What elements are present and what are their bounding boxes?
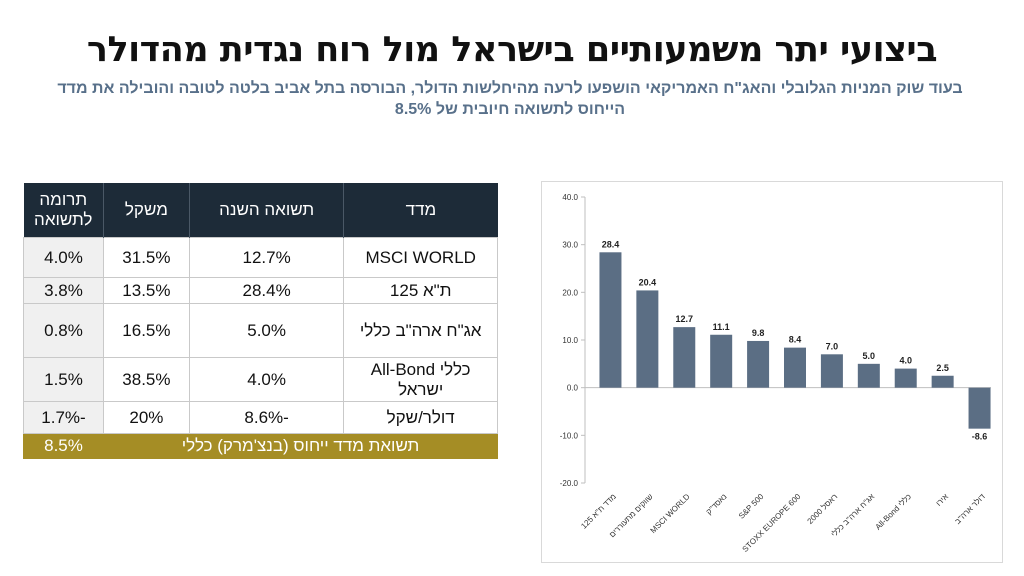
bar-value-label: 7.0 bbox=[826, 341, 839, 351]
cell-contribution: 3.8% bbox=[23, 277, 104, 304]
header-return: תשואה השנה bbox=[188, 183, 344, 238]
y-tick-label: 0.0 bbox=[567, 384, 579, 393]
benchmark-table: מדד תשואה השנה משקל תרומה לתשואה MSCI WO… bbox=[23, 183, 499, 459]
cell-weight: 31.5% bbox=[102, 237, 190, 278]
y-tick-label: -20.0 bbox=[560, 479, 579, 488]
cell-index: כללי All-Bond ישראל bbox=[343, 357, 498, 402]
table-row: ת"א 125 28.4% 13.5% 3.8% bbox=[23, 277, 498, 304]
table-row: כללי All-Bond ישראל 4.0% 38.5% 1.5% bbox=[23, 357, 498, 402]
header-index: מדד bbox=[343, 183, 498, 238]
cell-index: MSCI WORLD bbox=[343, 237, 498, 278]
y-tick-label: 20.0 bbox=[562, 288, 578, 297]
bar-value-label: 11.1 bbox=[713, 322, 730, 332]
y-tick-label: 30.0 bbox=[562, 241, 578, 250]
category-label: אירו bbox=[934, 492, 950, 508]
cell-return: 4.0% bbox=[188, 357, 345, 402]
header-contribution: תרומה לתשואה bbox=[23, 183, 104, 238]
cell-weight: 20% bbox=[102, 401, 190, 434]
bar-value-label: 28.4 bbox=[602, 239, 620, 249]
bar bbox=[820, 354, 843, 388]
bar bbox=[599, 252, 622, 388]
cell-weight: 16.5% bbox=[102, 303, 190, 358]
total-label: תשואת מדד ייחוס (בנצ'מרק) כללי bbox=[102, 433, 499, 459]
cell-weight: 38.5% bbox=[102, 357, 190, 402]
cell-return: 5.0% bbox=[188, 303, 345, 358]
returns-bar-chart: -20.0 -10.0 0.0 10.0 20.0 30.0 40.0 28.4 מדד ת"א… bbox=[560, 193, 991, 554]
category-label: MSCI WORLD bbox=[649, 492, 692, 535]
chart-frame bbox=[541, 181, 1003, 563]
bar bbox=[968, 387, 991, 429]
category-label: ראסל 2000 bbox=[806, 492, 840, 526]
cell-contribution: -1.7% bbox=[23, 401, 104, 434]
y-tick-label: 40.0 bbox=[562, 193, 578, 202]
cell-index: ת"א 125 bbox=[343, 277, 498, 304]
slide-title: ביצועי יתר משמעותיים בישראל מול רוח נגדי… bbox=[86, 30, 938, 70]
bar-value-label: -8.6 bbox=[972, 432, 988, 442]
cell-index: דולר/שקל bbox=[343, 401, 498, 434]
category-label: All-Bond כללי bbox=[874, 492, 914, 532]
cell-weight: 13.5% bbox=[102, 277, 190, 304]
bar bbox=[636, 290, 659, 388]
y-tick-label: -10.0 bbox=[560, 431, 579, 440]
category-label: S&P 500 bbox=[737, 492, 766, 521]
category-label: דולר ארה"ב bbox=[953, 492, 987, 526]
table-row: אג"ח ארה"ב כללי 5.0% 16.5% 0.8% bbox=[23, 303, 498, 358]
cell-index: אג"ח ארה"ב כללי bbox=[343, 303, 498, 358]
cell-contribution: 0.8% bbox=[23, 303, 104, 358]
table-row: MSCI WORLD 12.7% 31.5% 4.0% bbox=[23, 237, 498, 278]
bar-value-label: 4.0 bbox=[899, 356, 912, 366]
bar-value-label: 8.4 bbox=[789, 335, 802, 345]
table-row: דולר/שקל -8.6% 20% -1.7% bbox=[23, 401, 498, 434]
bar bbox=[894, 368, 917, 388]
bar bbox=[784, 347, 806, 388]
y-tick-label: 10.0 bbox=[562, 336, 578, 345]
bar bbox=[931, 375, 954, 388]
table-header-row: מדד תשואה השנה משקל תרומה לתשואה bbox=[23, 183, 498, 238]
bar bbox=[747, 340, 770, 388]
total-value: 8.5% bbox=[23, 433, 104, 459]
bar-value-label: 2.5 bbox=[936, 363, 949, 373]
slide-subtitle: בעוד שוק המניות הגלובלי והאג"ח האמריקאי … bbox=[57, 80, 963, 118]
cell-contribution: 1.5% bbox=[23, 357, 104, 402]
bar-value-label: 20.4 bbox=[639, 277, 657, 287]
category-label: מדד ת"א 125 bbox=[579, 492, 618, 531]
category-label: נאסד"ק bbox=[704, 492, 728, 516]
cell-contribution: 4.0% bbox=[23, 237, 104, 278]
cell-return: -8.6% bbox=[188, 401, 345, 434]
cell-return: 28.4% bbox=[188, 277, 345, 304]
header-weight: משקל bbox=[102, 183, 190, 238]
bar-value-label: 5.0 bbox=[863, 351, 876, 361]
bar-value-label: 9.8 bbox=[752, 328, 765, 338]
bar bbox=[710, 334, 733, 388]
bar bbox=[673, 327, 696, 388]
cell-return: 12.7% bbox=[188, 237, 345, 278]
table-total-row: תשואת מדד ייחוס (בנצ'מרק) כללי 8.5% bbox=[23, 433, 499, 459]
bar-value-label: 12.7 bbox=[676, 314, 694, 324]
bar bbox=[857, 363, 880, 388]
